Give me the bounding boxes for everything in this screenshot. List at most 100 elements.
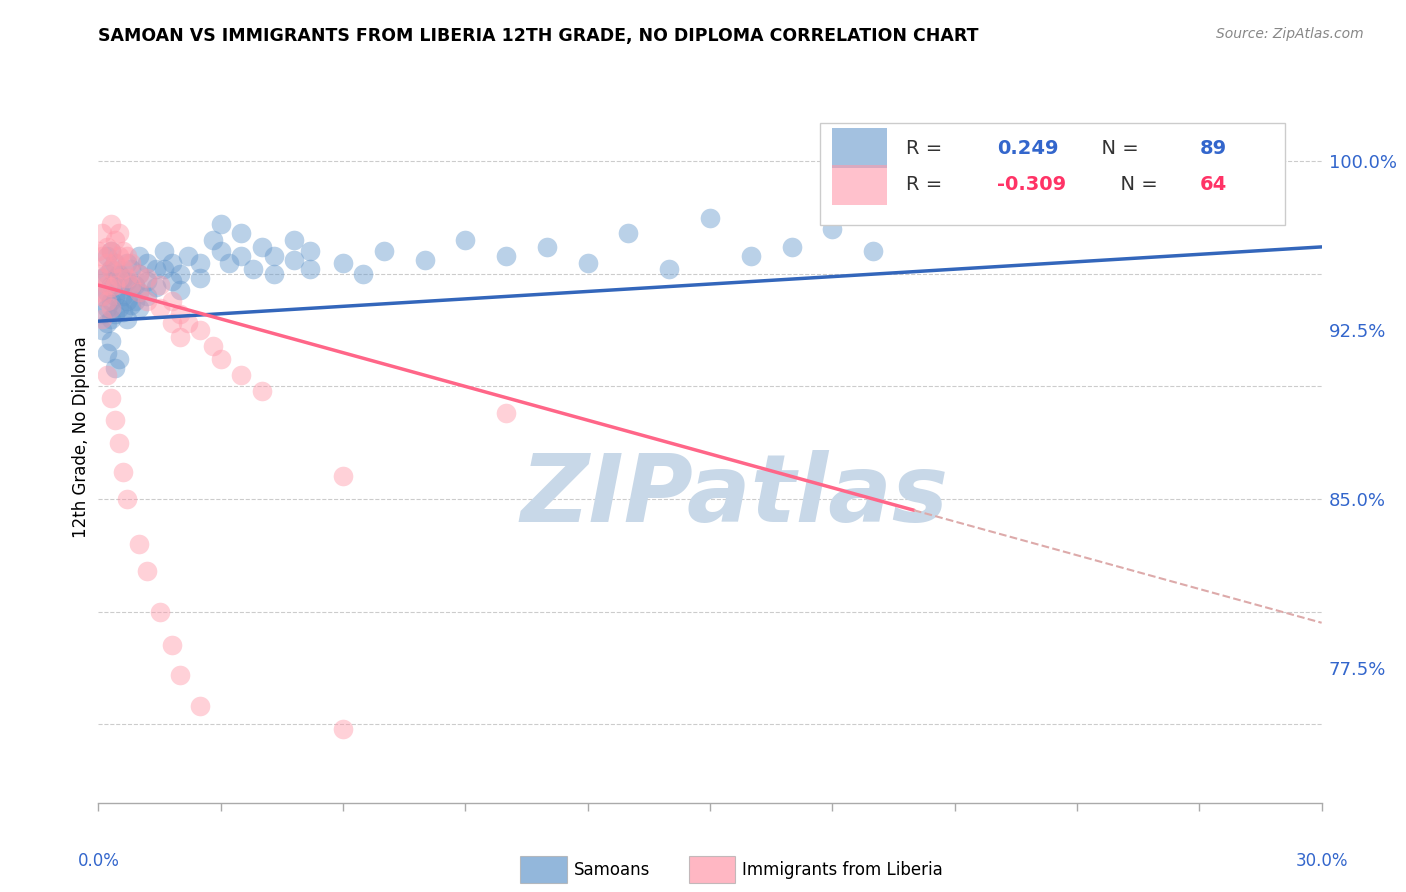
Point bbox=[242, 262, 264, 277]
Text: ZIPatlas: ZIPatlas bbox=[520, 450, 949, 541]
Point bbox=[91, 271, 114, 285]
Point bbox=[111, 305, 134, 319]
Point bbox=[104, 413, 127, 427]
Point bbox=[169, 307, 191, 321]
Text: Source: ZipAtlas.com: Source: ZipAtlas.com bbox=[1216, 27, 1364, 41]
Text: R =: R = bbox=[905, 175, 948, 194]
Point bbox=[100, 293, 122, 308]
Point bbox=[100, 218, 122, 232]
Bar bbox=[832, 165, 887, 205]
Point bbox=[136, 564, 159, 578]
Point bbox=[201, 233, 224, 247]
Point bbox=[120, 280, 142, 294]
Point bbox=[96, 249, 118, 263]
Point bbox=[115, 274, 138, 288]
Point bbox=[104, 255, 127, 269]
Point bbox=[283, 253, 305, 268]
Point bbox=[100, 262, 122, 277]
Point bbox=[283, 233, 305, 247]
Point bbox=[617, 227, 640, 241]
Point bbox=[111, 289, 134, 303]
Point bbox=[263, 249, 285, 263]
Point bbox=[169, 267, 191, 281]
Point bbox=[160, 274, 183, 288]
Point bbox=[136, 289, 159, 303]
Point bbox=[152, 262, 174, 277]
Point bbox=[111, 244, 134, 259]
Text: 64: 64 bbox=[1199, 175, 1226, 194]
Point bbox=[108, 249, 131, 263]
Point bbox=[149, 278, 172, 293]
Point bbox=[100, 301, 122, 315]
Point bbox=[299, 262, 322, 277]
Point bbox=[120, 298, 142, 312]
Point bbox=[332, 469, 354, 483]
Point bbox=[128, 267, 150, 281]
Text: 89: 89 bbox=[1199, 138, 1226, 158]
Point bbox=[169, 330, 191, 344]
Text: 30.0%: 30.0% bbox=[1295, 853, 1348, 871]
Point bbox=[108, 435, 131, 450]
Point bbox=[169, 667, 191, 681]
Point bbox=[108, 267, 131, 281]
Point bbox=[115, 491, 138, 506]
Point bbox=[454, 233, 477, 247]
Point bbox=[149, 605, 172, 619]
Point bbox=[160, 255, 183, 269]
Point bbox=[91, 249, 114, 263]
Point bbox=[96, 368, 118, 383]
Point bbox=[188, 323, 212, 337]
Point bbox=[188, 699, 212, 714]
Point bbox=[209, 218, 232, 232]
Bar bbox=[832, 128, 887, 169]
Point bbox=[145, 280, 167, 294]
Point bbox=[96, 301, 118, 315]
Point bbox=[87, 244, 110, 259]
Point bbox=[120, 278, 142, 293]
Point bbox=[128, 267, 150, 281]
Point bbox=[91, 271, 114, 285]
Point bbox=[188, 271, 212, 285]
Point bbox=[413, 253, 436, 268]
Point bbox=[104, 361, 127, 376]
Point bbox=[91, 312, 114, 326]
Point bbox=[96, 278, 118, 293]
Point bbox=[100, 312, 122, 326]
Point bbox=[145, 262, 167, 277]
Text: Samoans: Samoans bbox=[574, 861, 650, 879]
Point bbox=[128, 285, 150, 299]
Point bbox=[104, 278, 127, 293]
Text: -0.309: -0.309 bbox=[997, 175, 1067, 194]
Point bbox=[149, 301, 172, 315]
Point bbox=[96, 240, 118, 254]
Point bbox=[108, 301, 131, 315]
Point bbox=[104, 255, 127, 269]
Point bbox=[231, 227, 253, 241]
Point bbox=[1147, 181, 1170, 195]
Point bbox=[91, 289, 114, 303]
Point bbox=[136, 293, 159, 308]
Point bbox=[96, 345, 118, 359]
Point bbox=[128, 285, 150, 299]
Point bbox=[188, 255, 212, 269]
Point bbox=[87, 267, 110, 281]
Point bbox=[115, 249, 138, 263]
Point bbox=[96, 267, 118, 281]
Point bbox=[136, 255, 159, 269]
Point bbox=[108, 227, 131, 241]
Point bbox=[160, 317, 183, 331]
Point bbox=[104, 307, 127, 321]
Point bbox=[120, 262, 142, 277]
Text: Immigrants from Liberia: Immigrants from Liberia bbox=[742, 861, 943, 879]
Point bbox=[124, 293, 146, 308]
Point bbox=[250, 240, 273, 254]
Point bbox=[169, 283, 191, 297]
Point bbox=[115, 255, 138, 269]
Y-axis label: 12th Grade, No Diploma: 12th Grade, No Diploma bbox=[72, 336, 90, 538]
Point bbox=[780, 240, 803, 254]
Point bbox=[576, 255, 599, 269]
Point bbox=[115, 293, 138, 308]
Point bbox=[201, 339, 224, 353]
Point bbox=[263, 267, 285, 281]
Text: N =: N = bbox=[1090, 138, 1146, 158]
